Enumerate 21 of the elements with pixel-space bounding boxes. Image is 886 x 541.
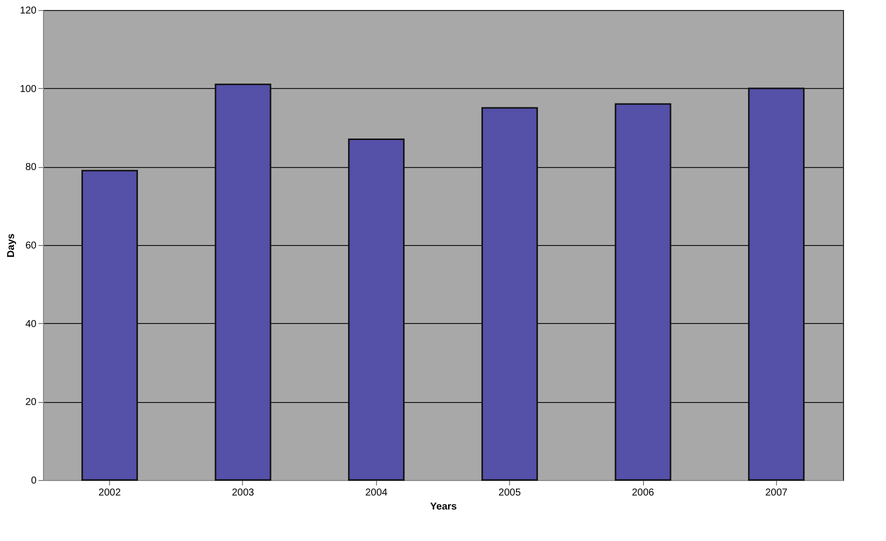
x-tick-label: 2004 bbox=[365, 488, 388, 498]
y-tick-label: 20 bbox=[25, 397, 37, 408]
x-tick-label: 2007 bbox=[765, 488, 788, 498]
bar bbox=[348, 138, 405, 481]
y-tick-label: 100 bbox=[20, 84, 37, 95]
x-axis-title: Years bbox=[430, 502, 458, 512]
y-tick-label: 0 bbox=[30, 476, 37, 486]
bar bbox=[81, 170, 138, 481]
y-tick-label: 80 bbox=[25, 162, 37, 174]
y-tick-label: 120 bbox=[20, 6, 37, 16]
bar bbox=[481, 107, 538, 481]
bar bbox=[614, 103, 672, 481]
bar bbox=[214, 84, 272, 481]
x-tick-label: 2003 bbox=[232, 488, 255, 498]
x-tick-label: 2005 bbox=[498, 488, 522, 498]
bar bbox=[748, 88, 805, 481]
x-tick-label: 2002 bbox=[98, 488, 122, 498]
y-axis-title: Days bbox=[6, 233, 17, 258]
y-tick-label: 60 bbox=[25, 240, 37, 252]
y-tick-label: 40 bbox=[25, 318, 37, 330]
x-tick-label: 2006 bbox=[632, 488, 655, 498]
